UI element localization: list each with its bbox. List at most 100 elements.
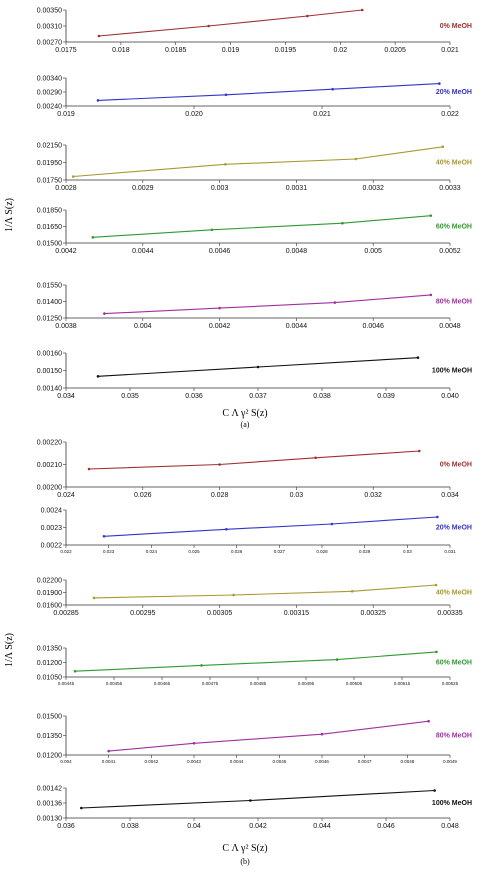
x-tick-label: 0.027 <box>274 549 286 554</box>
x-tick-label: 0.00445 <box>58 681 75 686</box>
data-point <box>249 799 252 802</box>
x-tick-label: 0.0044 <box>132 248 154 255</box>
data-point <box>350 589 354 593</box>
panel-tag-b: (b) <box>240 857 250 866</box>
x-tick-label: 0.00515 <box>394 681 411 686</box>
x-tick-label: 0.0205 <box>384 47 406 54</box>
x-tick-label: 0.00525 <box>442 681 459 686</box>
x-axis-title-b: C Λ γ² S(z) <box>222 843 267 854</box>
data-point <box>441 145 445 149</box>
x-tick-label: 0.0049 <box>443 759 457 764</box>
data-point <box>103 312 106 315</box>
panel-tag-a: (a) <box>241 420 250 429</box>
panels-layer: 0.0175 0.018 0.0185 0.019 0.0195 0.02 0.0205 0.… <box>37 8 472 831</box>
series-label: 0% MeOH <box>440 23 472 30</box>
x-tick-label: 0.0038 <box>55 323 77 330</box>
data-point <box>218 463 221 466</box>
chart-a-6: 0.034 0.035 0.036 0.037 0.038 0.039 0.040 0.001… <box>37 351 472 401</box>
x-tick-label: 0.0048 <box>400 759 414 764</box>
x-tick-label: 0.0044 <box>230 759 244 764</box>
x-tick-label: 0.00285 <box>53 610 78 617</box>
x-tick-label: 0.003 <box>211 185 229 192</box>
series-label: 40% MeOH <box>436 590 472 597</box>
series-label: 40% MeOH <box>436 160 472 167</box>
y-tick-label: 0.00130 <box>37 816 62 823</box>
data-point <box>92 596 96 600</box>
series-line <box>92 215 431 238</box>
y-tick-label: 0.00160 <box>37 351 62 358</box>
x-tick-label: 0.0195 <box>275 47 297 54</box>
x-tick-label: 0.036 <box>57 823 75 830</box>
series-label: 20% MeOH <box>436 525 472 532</box>
series-label: 100% MeOH <box>432 368 472 375</box>
x-tick-label: 0.032 <box>364 492 382 499</box>
x-tick-label: 0.0029 <box>132 185 154 192</box>
x-tick-label: 0.0042 <box>209 323 231 330</box>
data-point <box>107 749 110 753</box>
x-tick-label: 0.03 <box>403 549 412 554</box>
chart-a-5: 0.0038 0.004 0.0042 0.0044 0.0046 0.0048 0.012… <box>37 283 472 331</box>
x-tick-label: 0.036 <box>185 393 203 400</box>
x-tick-label: 0.0041 <box>102 759 116 764</box>
data-point <box>333 301 337 304</box>
series-line <box>103 516 438 537</box>
y-tick-label: 0.00142 <box>37 786 62 793</box>
x-tick-label: 0.03 <box>290 492 304 499</box>
series-label: 80% MeOH <box>436 299 472 306</box>
y-axis-title-a: 1/Λ S(z) <box>4 198 15 232</box>
x-tick-label: 0.028 <box>316 549 328 554</box>
data-point <box>427 719 430 723</box>
series-line <box>108 720 429 752</box>
x-tick-label: 0.00475 <box>202 681 219 686</box>
y-tick-label: 0.0023 <box>41 525 63 532</box>
x-tick-label: 0.040 <box>441 393 459 400</box>
x-tick-label: 0.004 <box>134 323 152 330</box>
x-axis-title-a: C Λ γ² S(z) <box>222 408 267 419</box>
x-tick-label: 0.0185 <box>165 47 187 54</box>
y-tick-label: 0.00270 <box>37 40 62 47</box>
data-point <box>341 221 344 225</box>
x-tick-label: 0.037 <box>249 393 267 400</box>
y-tick-label: 0.01750 <box>37 178 62 185</box>
series-label: 60% MeOH <box>436 660 472 667</box>
series-line <box>93 584 437 599</box>
series-label: 100% MeOH <box>432 800 472 807</box>
x-tick-label: 0.00325 <box>361 610 386 617</box>
x-tick-label: 0.024 <box>146 549 158 554</box>
x-tick-label: 0.0048 <box>439 323 461 330</box>
data-point <box>434 583 438 587</box>
series-label: 20% MeOH <box>436 89 472 96</box>
data-point <box>91 236 95 239</box>
x-tick-label: 0.020 <box>185 111 203 118</box>
x-tick-label: 0.039 <box>377 393 395 400</box>
data-point <box>207 24 210 28</box>
data-point <box>80 806 83 810</box>
x-tick-label: 0.0028 <box>55 185 77 192</box>
data-point <box>224 93 228 97</box>
data-point <box>73 669 77 673</box>
x-tick-label: 0.00495 <box>298 681 315 686</box>
x-tick-label: 0.019 <box>222 47 240 54</box>
data-point <box>433 789 436 792</box>
x-tick-label: 0.026 <box>231 549 243 554</box>
y-tick-label: 0.01600 <box>37 603 62 610</box>
x-tick-label: 0.0048 <box>286 248 308 255</box>
x-tick-label: 0.019 <box>57 111 75 118</box>
data-point <box>210 228 214 232</box>
x-tick-label: 0.02 <box>333 47 347 54</box>
chart-b-6: 0.036 0.038 0.04 0.042 0.044 0.046 0.048 0.0013… <box>37 786 472 831</box>
x-tick-label: 0.0042 <box>55 248 77 255</box>
x-tick-label: 0.005 <box>364 248 382 255</box>
data-point <box>232 593 235 597</box>
x-tick-label: 0.038 <box>313 393 331 400</box>
data-point <box>96 375 100 378</box>
x-tick-label: 0.018 <box>112 47 130 54</box>
y-tick-label: 0.01850 <box>37 208 62 215</box>
x-tick-label: 0.0046 <box>362 323 384 330</box>
x-tick-label: 0.0052 <box>439 248 461 255</box>
data-point <box>97 34 101 38</box>
y-tick-label: 0.02200 <box>37 578 62 585</box>
series-line <box>104 294 431 315</box>
series-line <box>73 146 443 178</box>
